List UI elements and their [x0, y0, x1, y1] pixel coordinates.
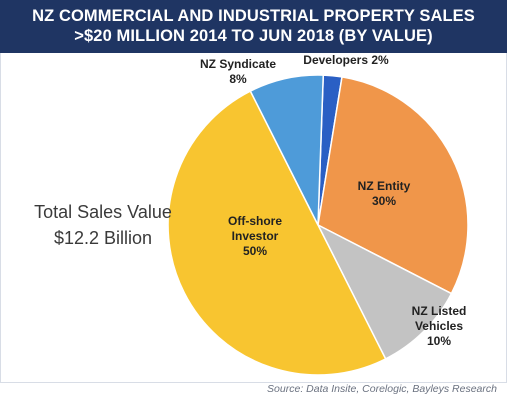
chart-title-line-1: NZ COMMERCIAL AND INDUSTRIAL PROPERTY SA… — [32, 7, 475, 25]
source-note: Source: Data Insite, Corelogic, Bayleys … — [267, 383, 497, 395]
total-sales-label: Total Sales Value $12.2 Billion — [28, 199, 178, 251]
chart-title: NZ COMMERCIAL AND INDUSTRIAL PROPERTY SA… — [0, 0, 507, 53]
chart-title-line-2: >$20 MILLION 2014 TO JUN 2018 (BY VALUE) — [74, 27, 433, 45]
slice-label-nz-entity: NZ Entity 30% — [358, 179, 411, 208]
pie-slice-nz-listed-vehicles — [316, 223, 453, 360]
total-sales-caption: Total Sales Value — [34, 202, 172, 222]
pie-slice-nz-entity — [317, 76, 469, 295]
pie-slice-nz-syndicate — [249, 74, 325, 226]
slice-label-nz-listed-vehicles: NZ Listed Vehicles 10% — [412, 304, 467, 348]
slice-label-nz-syndicate: NZ Syndicate 8% — [200, 57, 276, 86]
pie-slice-off-shore-investor — [167, 90, 387, 376]
slice-label-developers: Developers 2% — [303, 53, 389, 67]
slice-label-off-shore-investor: Off-shore Investor 50% — [228, 214, 282, 258]
total-sales-value: $12.2 Billion — [53, 228, 153, 248]
